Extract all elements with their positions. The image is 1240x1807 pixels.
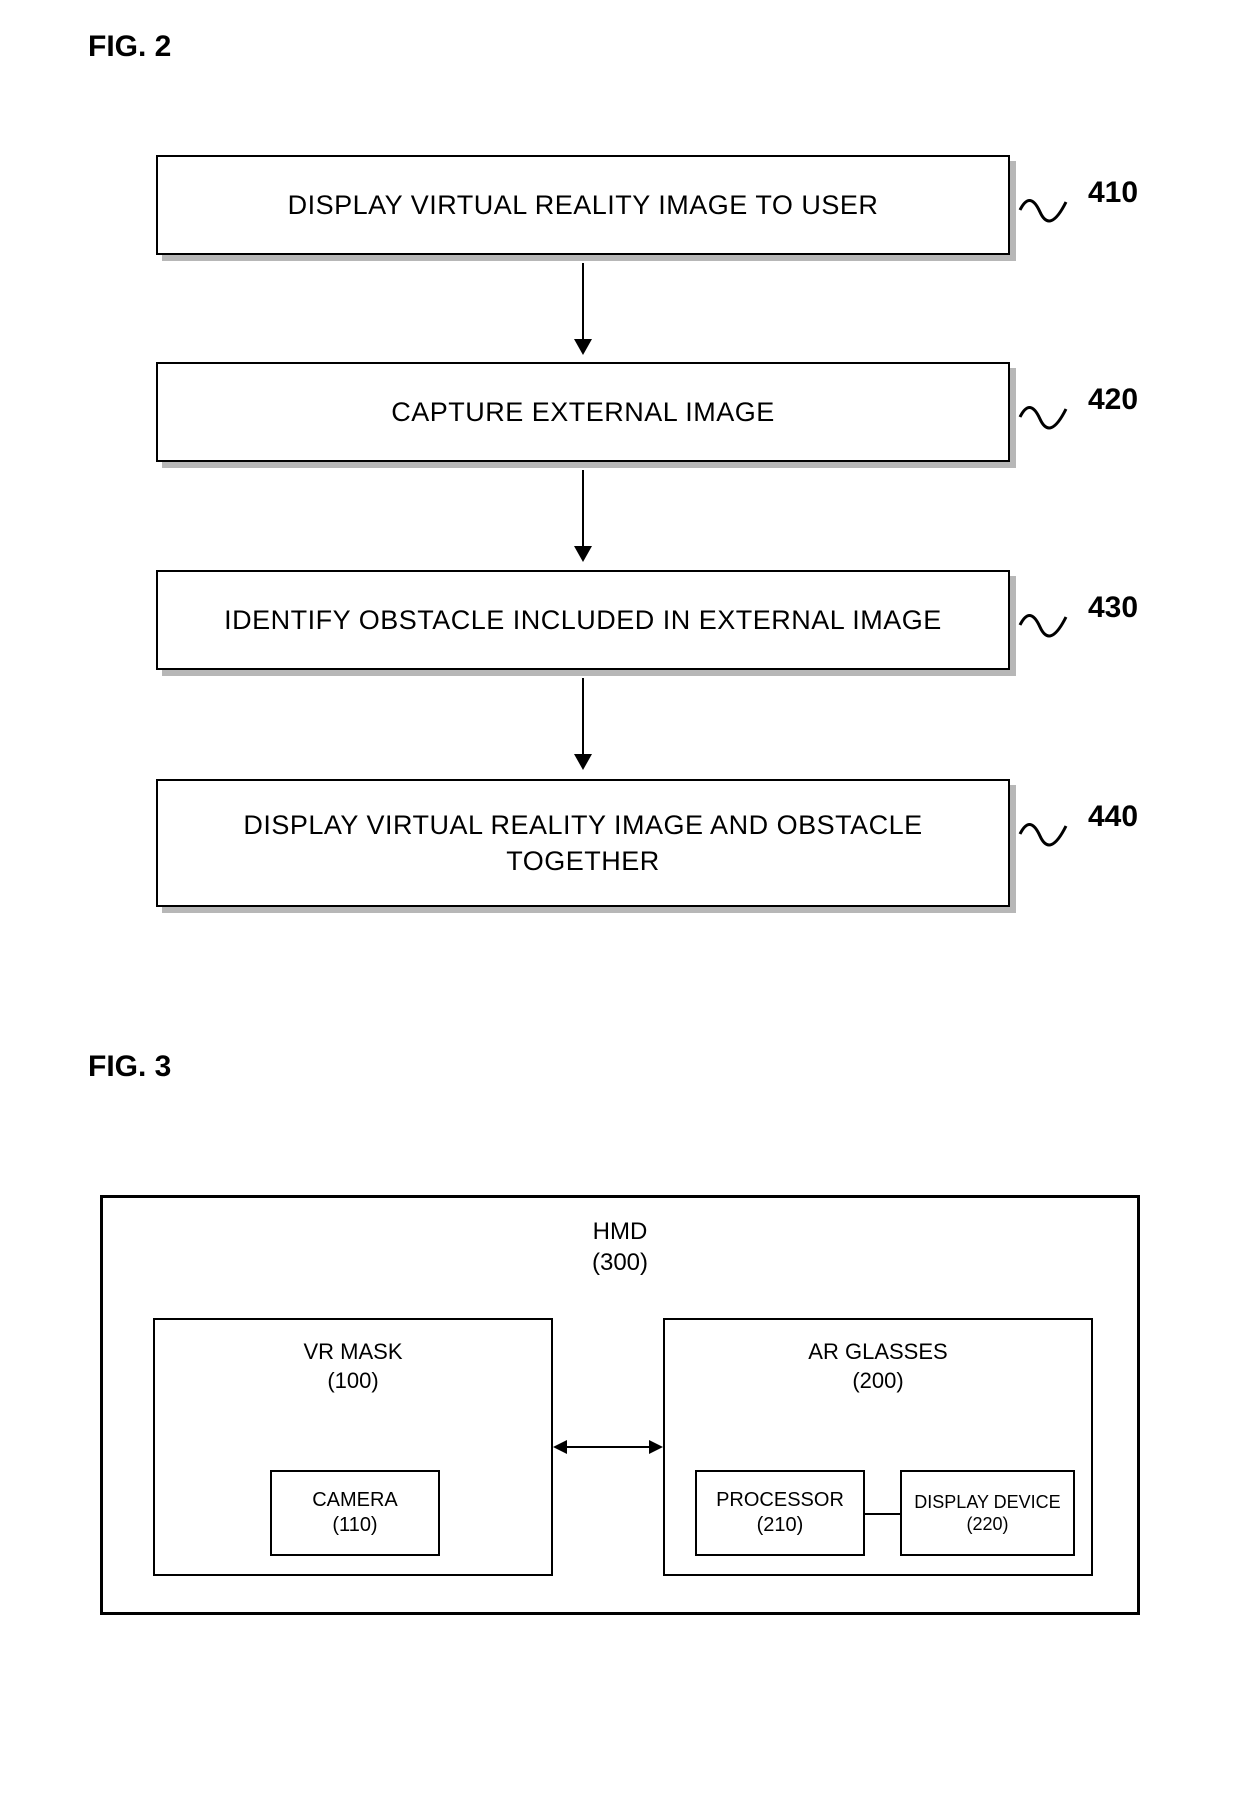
processor-display-connector: [865, 1513, 900, 1515]
squiggle-icon: [1018, 190, 1078, 240]
display-device-box: DISPLAY DEVICE (220): [900, 1470, 1075, 1556]
ref-430-label: 430: [1088, 591, 1138, 625]
hmd-label: HMD (300): [103, 1216, 1137, 1278]
camera-name: CAMERA: [312, 1488, 398, 1513]
arrow-420-430: [582, 470, 584, 560]
flow-box-420: CAPTURE EXTERNAL IMAGE: [156, 362, 1010, 462]
ref-440-label: 440: [1088, 800, 1138, 834]
hmd-num: (300): [592, 1249, 648, 1276]
ar-glasses-box: AR GLASSES (200) PROCESSOR (210) DISPLAY…: [663, 1318, 1093, 1576]
ref-440: 440: [1018, 814, 1138, 864]
squiggle-icon: [1018, 814, 1078, 864]
flow-box-410: DISPLAY VIRTUAL REALITY IMAGE TO USER: [156, 155, 1010, 255]
hmd-box: HMD (300) VR MASK (100) CAMERA (110) AR …: [100, 1195, 1140, 1615]
hmd-name: HMD: [593, 1218, 648, 1245]
squiggle-icon: [1018, 605, 1078, 655]
vr-mask-name: VR MASK: [303, 1339, 402, 1364]
display-device-name: DISPLAY DEVICE: [914, 1491, 1060, 1514]
fig3-title: FIG. 3: [88, 1050, 171, 1084]
fig2-title: FIG. 2: [88, 30, 171, 64]
vr-mask-label: VR MASK (100): [155, 1338, 551, 1395]
arrow-430-440: [582, 678, 584, 768]
ref-410-label: 410: [1088, 176, 1138, 210]
flow-box-440-text: DISPLAY VIRTUAL REALITY IMAGE AND OBSTAC…: [158, 807, 1008, 880]
camera-num: (110): [332, 1513, 377, 1538]
vr-mask-box: VR MASK (100) CAMERA (110): [153, 1318, 553, 1576]
processor-box: PROCESSOR (210): [695, 1470, 865, 1556]
flow-box-410-text: DISPLAY VIRTUAL REALITY IMAGE TO USER: [258, 187, 909, 223]
ar-glasses-label: AR GLASSES (200): [665, 1338, 1091, 1395]
flow-box-430: IDENTIFY OBSTACLE INCLUDED IN EXTERNAL I…: [156, 570, 1010, 670]
squiggle-icon: [1018, 397, 1078, 447]
ref-430: 430: [1018, 605, 1138, 655]
processor-name: PROCESSOR: [716, 1488, 844, 1513]
vr-mask-num: (100): [327, 1368, 378, 1393]
vr-ar-arrow: [555, 1446, 661, 1448]
flow-box-430-text: IDENTIFY OBSTACLE INCLUDED IN EXTERNAL I…: [194, 602, 972, 638]
flow-box-420-text: CAPTURE EXTERNAL IMAGE: [361, 394, 805, 430]
ref-420: 420: [1018, 397, 1138, 447]
camera-box: CAMERA (110): [270, 1470, 440, 1556]
arrow-410-420: [582, 263, 584, 353]
ref-420-label: 420: [1088, 383, 1138, 417]
ar-glasses-name: AR GLASSES: [808, 1339, 947, 1364]
processor-num: (210): [757, 1513, 804, 1538]
ar-glasses-num: (200): [852, 1368, 903, 1393]
display-device-num: (220): [966, 1513, 1008, 1536]
page: FIG. 2 DISPLAY VIRTUAL REALITY IMAGE TO …: [0, 0, 1240, 1807]
ref-410: 410: [1018, 190, 1138, 240]
flow-box-440: DISPLAY VIRTUAL REALITY IMAGE AND OBSTAC…: [156, 779, 1010, 907]
